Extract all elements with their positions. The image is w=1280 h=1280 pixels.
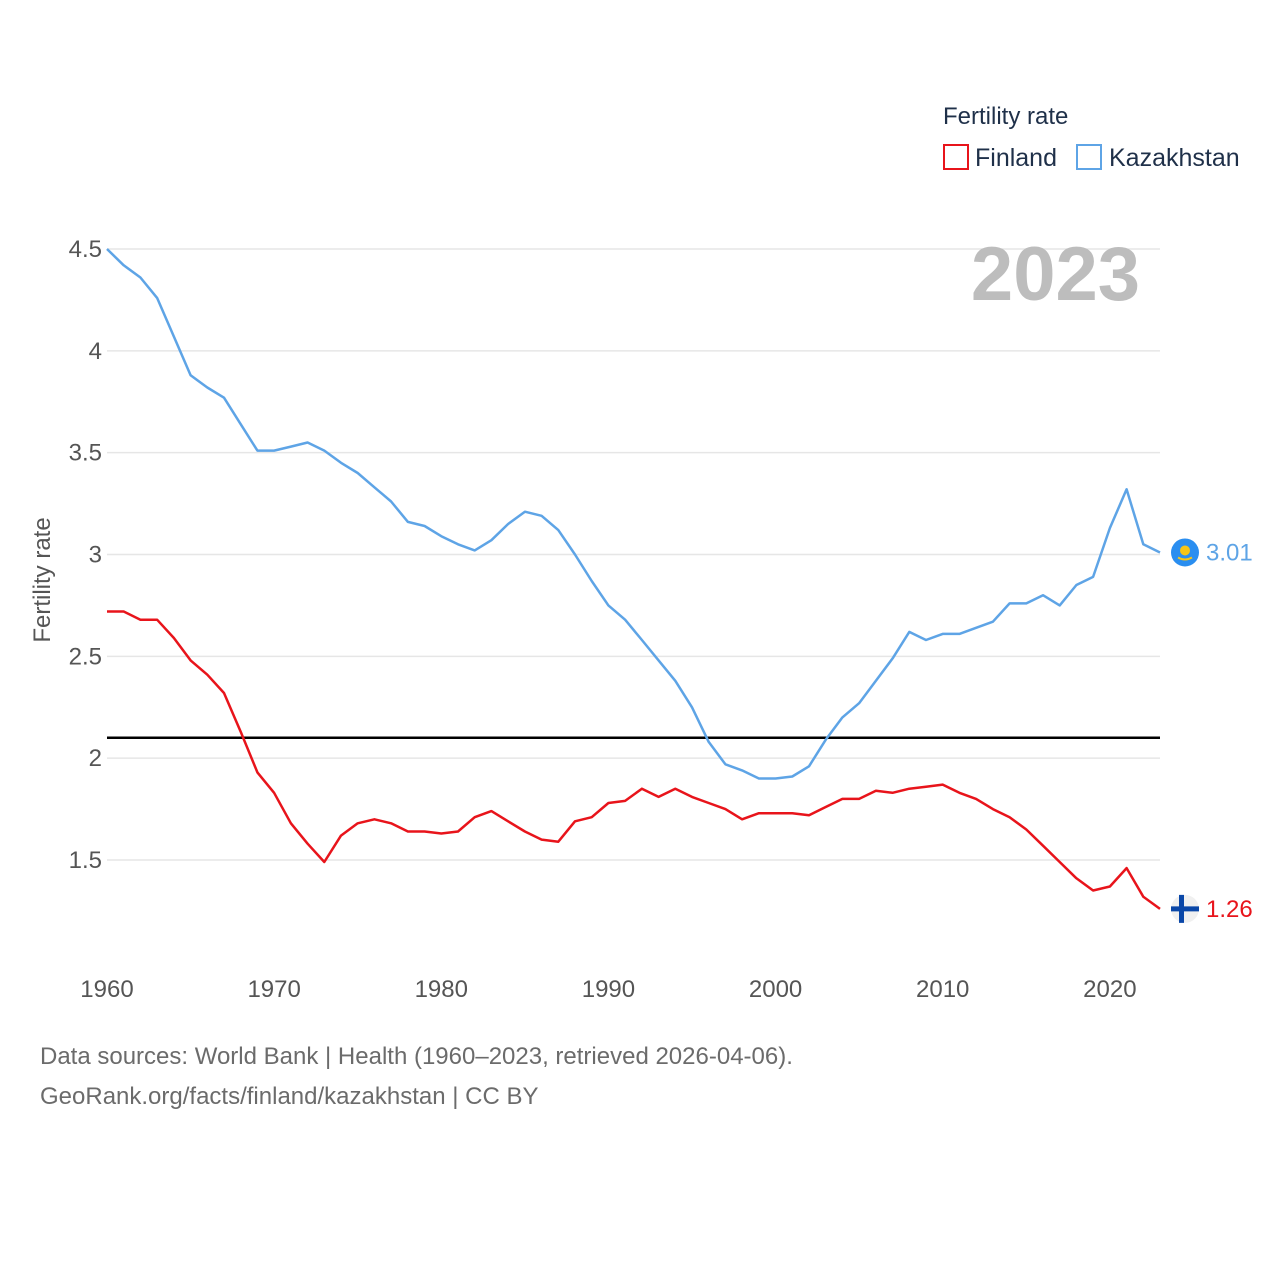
gridlines bbox=[107, 248, 1160, 861]
year-label: 2023 bbox=[971, 232, 1140, 317]
end-markers: 1.26 3.01 bbox=[1171, 538, 1253, 923]
y-tick-label: 3.5 bbox=[69, 440, 102, 467]
y-tick-label: 2 bbox=[89, 745, 102, 772]
legend-swatch-finland[interactable] bbox=[943, 144, 969, 170]
x-tick-label: 2010 bbox=[916, 976, 969, 1003]
series-line-kazakhstan bbox=[106, 248, 1161, 780]
x-tick-label: 2000 bbox=[749, 976, 802, 1003]
source-line-1: Data sources: World Bank | Health (1960–… bbox=[40, 1043, 793, 1070]
y-tick-label: 1.5 bbox=[69, 847, 102, 874]
source-line-2[interactable]: GeoRank.org/facts/finland/kazakhstan | C… bbox=[40, 1083, 539, 1110]
x-tick-label: 1990 bbox=[582, 976, 635, 1003]
end-value-label-kazakhstan: 3.01 bbox=[1206, 539, 1253, 566]
end-value-label-finland: 1.26 bbox=[1206, 896, 1253, 923]
series-lines bbox=[106, 248, 1161, 910]
y-axis-title: Fertility rate bbox=[29, 517, 56, 642]
kazakhstan-flag-sun bbox=[1180, 545, 1190, 556]
legend-swatch-kazakhstan[interactable] bbox=[1076, 144, 1102, 170]
x-tick-label: 1970 bbox=[247, 976, 300, 1003]
finland-flag-cross-v bbox=[1179, 894, 1184, 923]
y-tick-label: 4 bbox=[89, 338, 102, 365]
finland-flag-cross-h bbox=[1171, 906, 1199, 912]
kazakhstan-flag-eagle bbox=[1177, 556, 1193, 561]
flag-marker-finland bbox=[1171, 894, 1199, 923]
x-tick-label: 2020 bbox=[1083, 976, 1136, 1003]
legend-label-finland[interactable]: Finland bbox=[975, 144, 1057, 172]
legend-label-kazakhstan[interactable]: Kazakhstan bbox=[1109, 144, 1240, 172]
x-tick-label: 1980 bbox=[415, 976, 468, 1003]
y-tick-label: 3 bbox=[89, 542, 102, 569]
y-tick-label: 2.5 bbox=[69, 643, 102, 670]
legend-title: Fertility rate bbox=[943, 103, 1068, 130]
series-line-finland bbox=[107, 610, 1161, 910]
flag-marker-kazakhstan bbox=[1171, 538, 1199, 567]
x-axis-ticks: 1960 1970 1980 1990 2000 2010 2020 bbox=[80, 976, 1136, 1003]
x-tick-label: 1960 bbox=[80, 976, 133, 1003]
y-axis-ticks: 1.5 2 2.5 3 3.5 4 4.5 bbox=[69, 236, 102, 874]
y-tick-label: 4.5 bbox=[69, 236, 102, 263]
